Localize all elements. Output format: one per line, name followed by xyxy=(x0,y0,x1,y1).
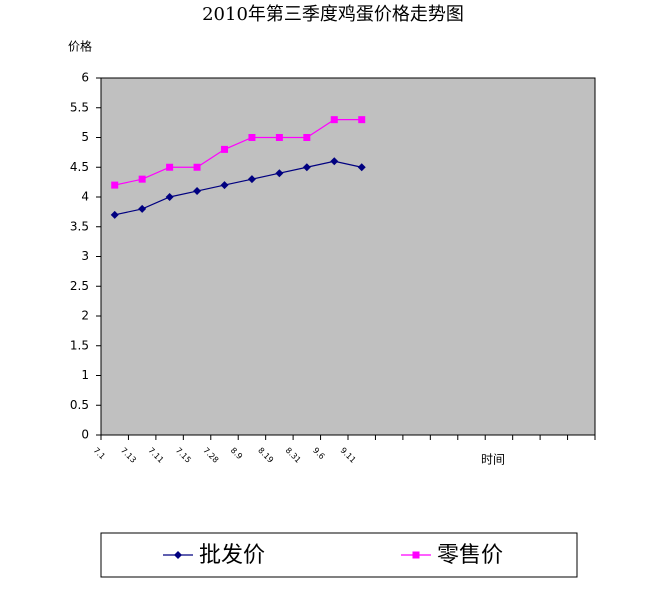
marker xyxy=(275,134,283,141)
y-tick-label: 0.5 xyxy=(70,398,89,412)
y-tick-label: 6 xyxy=(81,71,89,85)
y-tick-label: 3.5 xyxy=(70,219,89,233)
y-tick-label: 1.5 xyxy=(70,338,89,352)
y-tick-label: 4 xyxy=(81,190,89,204)
marker xyxy=(302,163,311,172)
x-tick-label: 8.31 xyxy=(284,446,303,465)
marker xyxy=(165,193,174,201)
marker xyxy=(330,116,338,124)
x-tick-label: 8.9 xyxy=(229,446,244,461)
marker xyxy=(358,116,366,124)
marker xyxy=(303,134,311,141)
y-tick-label: 1 xyxy=(81,368,89,382)
y-tick-label: 4.5 xyxy=(70,160,89,174)
marker xyxy=(138,175,146,183)
x-tick-label: 7.13 xyxy=(119,446,138,465)
x-tick-label: 7.11 xyxy=(146,446,165,465)
marker xyxy=(193,187,202,196)
marker xyxy=(247,175,256,184)
x-tick-label: 7.15 xyxy=(174,446,193,465)
y-axis-label: 价格 xyxy=(68,39,92,54)
marker xyxy=(111,181,119,189)
marker xyxy=(248,134,256,141)
x-tick-label: 9.6 xyxy=(311,446,326,461)
marker xyxy=(221,145,228,153)
marker xyxy=(412,551,420,559)
y-tick-label: 3 xyxy=(81,249,89,263)
marker xyxy=(220,181,229,190)
x-tick-label: 9.11 xyxy=(339,446,358,465)
y-tick-label: 2 xyxy=(81,309,89,323)
x-tick-label: 8.19 xyxy=(256,446,275,465)
y-tick-label: 5 xyxy=(81,130,89,144)
legend-label: 批发价 xyxy=(199,543,265,568)
plot-area xyxy=(100,77,596,436)
y-tick-label: 2.5 xyxy=(70,279,89,293)
y-tick-label: 5.5 xyxy=(70,100,89,114)
marker xyxy=(174,551,182,559)
legend-label: 零售价 xyxy=(437,543,503,568)
marker xyxy=(166,163,174,171)
marker xyxy=(357,163,366,172)
series-line xyxy=(114,160,362,216)
y-tick-label: 0 xyxy=(81,428,89,442)
x-tick-label: 7.1 xyxy=(92,446,107,461)
x-tick-label: 7.28 xyxy=(201,446,220,465)
series-line xyxy=(114,119,362,186)
marker xyxy=(110,210,119,219)
marker xyxy=(138,204,147,213)
marker xyxy=(330,157,339,166)
chart-title: 2010年第三季度鸡蛋价格走势图 xyxy=(202,4,464,25)
marker xyxy=(275,169,284,178)
x-axis-label: 时间 xyxy=(481,453,505,467)
marker xyxy=(193,163,201,171)
